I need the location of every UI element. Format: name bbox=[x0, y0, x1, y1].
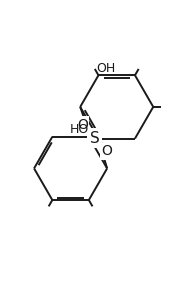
Text: OH: OH bbox=[96, 62, 115, 75]
Text: S: S bbox=[90, 130, 99, 145]
Text: HO: HO bbox=[70, 123, 89, 136]
Text: O: O bbox=[101, 145, 112, 158]
Text: O: O bbox=[77, 117, 88, 132]
